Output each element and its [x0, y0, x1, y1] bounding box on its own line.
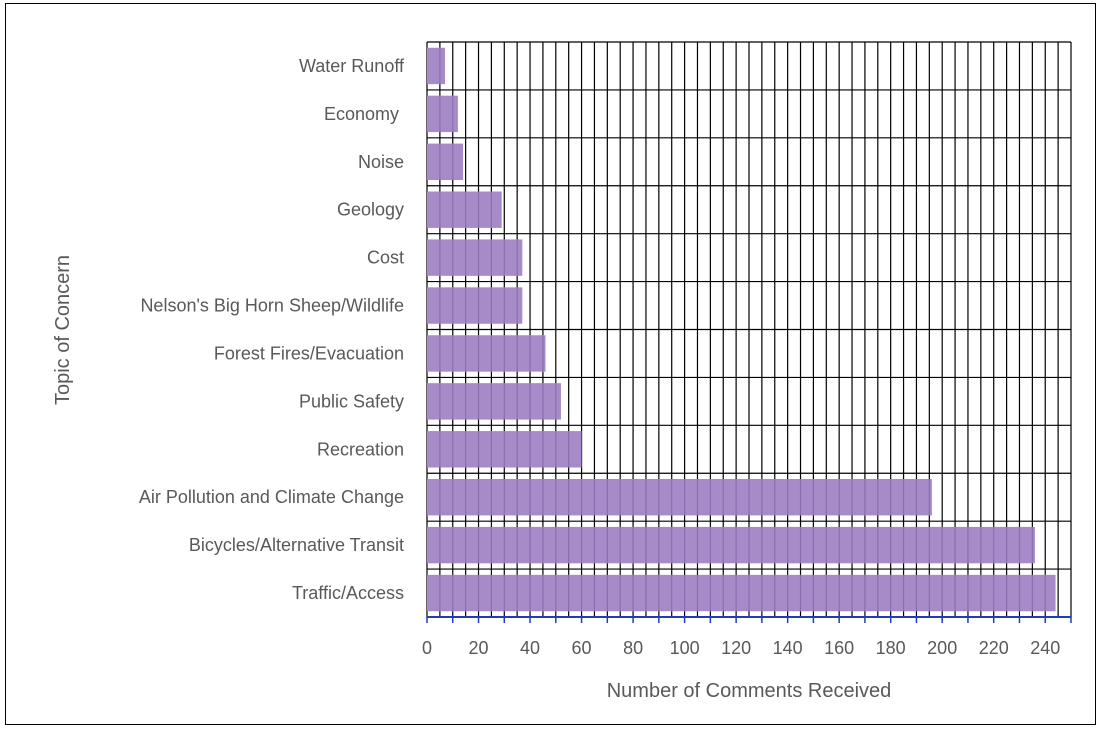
bar-fill	[427, 287, 523, 324]
grid-layer	[426, 41, 1072, 618]
x-tick-label: 200	[927, 638, 957, 658]
bar	[427, 239, 523, 276]
y-category-label: Forest Fires/Evacuation	[214, 343, 404, 363]
y-axis-category-labels: Water Runoff Economy Noise Geology Cost Nels…	[139, 56, 405, 603]
x-tick-label: 120	[721, 638, 751, 658]
bar	[427, 479, 932, 516]
bar	[427, 47, 446, 85]
y-category-label: Economy	[324, 104, 404, 124]
bar-fill	[427, 143, 464, 180]
bar	[427, 574, 1056, 612]
bars-layer	[427, 47, 1056, 612]
y-category-label: Noise	[358, 152, 404, 172]
x-axis-title: Number of Comments Received	[607, 680, 892, 702]
bar	[427, 287, 523, 324]
bar-fill	[427, 574, 1056, 612]
y-category-label: Nelson's Big Horn Sheep/Wildlife	[140, 296, 404, 316]
bar-fill	[427, 191, 502, 228]
y-category-label: Air Pollution and Climate Change	[139, 487, 404, 507]
bar-fill	[427, 383, 561, 420]
y-category-label: Geology	[337, 200, 404, 220]
x-tick-label: 160	[824, 638, 854, 658]
bar	[427, 335, 546, 372]
y-category-label: Bicycles/Alternative Transit	[189, 535, 404, 555]
x-tick-label: 80	[623, 638, 643, 658]
y-axis-title: Topic of Concern	[52, 255, 74, 405]
x-axis: 0 20 40 60 80 100 120 140 160 180 200 220 240	[422, 616, 1072, 658]
bar	[427, 526, 1035, 564]
bar	[427, 383, 561, 420]
bar	[427, 95, 458, 133]
bar-fill	[427, 526, 1035, 564]
x-tick-label: 40	[520, 638, 540, 658]
y-category-label: Recreation	[317, 439, 404, 459]
x-tick-label: 240	[1030, 638, 1060, 658]
y-category-label: Cost	[367, 248, 404, 268]
bar	[427, 191, 502, 228]
bar-fill	[427, 239, 523, 276]
bar	[427, 431, 582, 468]
bar-fill	[427, 479, 932, 516]
y-category-label: Water Runoff	[299, 56, 405, 76]
x-tick-label: 220	[979, 638, 1009, 658]
y-category-label: Traffic/Access	[292, 583, 404, 603]
x-tick-label: 0	[422, 638, 432, 658]
x-tick-label: 180	[876, 638, 906, 658]
x-tick-label: 20	[469, 638, 489, 658]
x-tick-label: 100	[670, 638, 700, 658]
bar-fill	[427, 335, 546, 372]
x-tick-label: 140	[773, 638, 803, 658]
y-category-label: Public Safety	[299, 391, 404, 411]
x-tick-label: 60	[572, 638, 592, 658]
bar-fill	[427, 47, 446, 85]
bar	[427, 143, 464, 180]
